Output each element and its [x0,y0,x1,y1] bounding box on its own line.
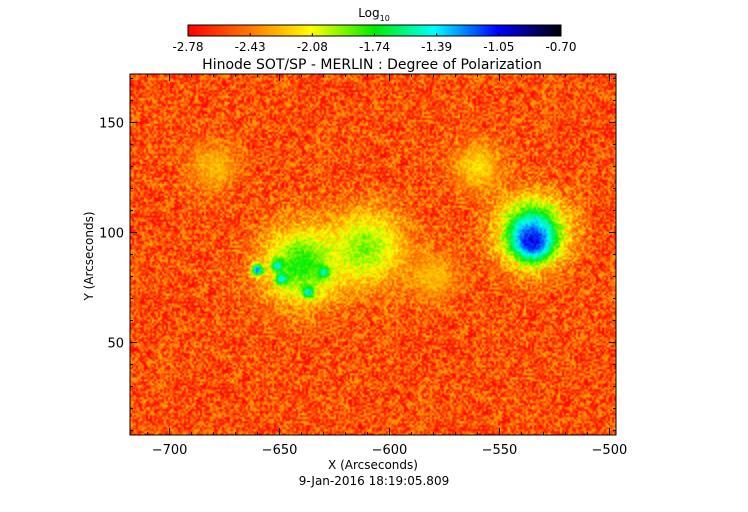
y-axis-label: Y (Arcseconds) [82,211,96,301]
y-tick-label: 100 [99,226,124,241]
colorbar-tick-label: -2.43 [235,40,266,54]
x-tick-label: −650 [262,443,298,458]
colorbar-tick-label: -1.05 [483,40,514,54]
axis-ticks: −700 −650 −600 −550 −500 50 100 150 [99,74,627,458]
x-axis-label: X (Arcseconds) [328,458,418,472]
polarization-heatmap [130,74,616,435]
colorbar-title: Log10 [358,6,390,23]
y-tick-label: 50 [107,337,124,352]
x-tick-label: −700 [152,443,188,458]
colorbar-tick-label: -0.70 [545,40,576,54]
y-tick-label: 150 [99,116,124,131]
colorbar-ticks: -2.78 -2.43 -2.08 -1.74 -1.39 -1.05 -0.70 [172,33,577,54]
chart-title: Hinode SOT/SP - MERLIN : Degree of Polar… [202,57,542,73]
x-tick-label: −550 [482,443,518,458]
timestamp: 9-Jan-2016 18:19:05.809 [299,474,449,488]
x-tick-label: −600 [372,443,408,458]
colorbar-tick-label: -2.78 [172,40,203,54]
colorbar-title-subscript: 10 [380,14,390,23]
colorbar-tick-label: -1.74 [359,40,390,54]
x-tick-label: −500 [592,443,628,458]
colorbar-tick-label: -1.39 [421,40,452,54]
colorbar-tick-label: -2.08 [297,40,328,54]
